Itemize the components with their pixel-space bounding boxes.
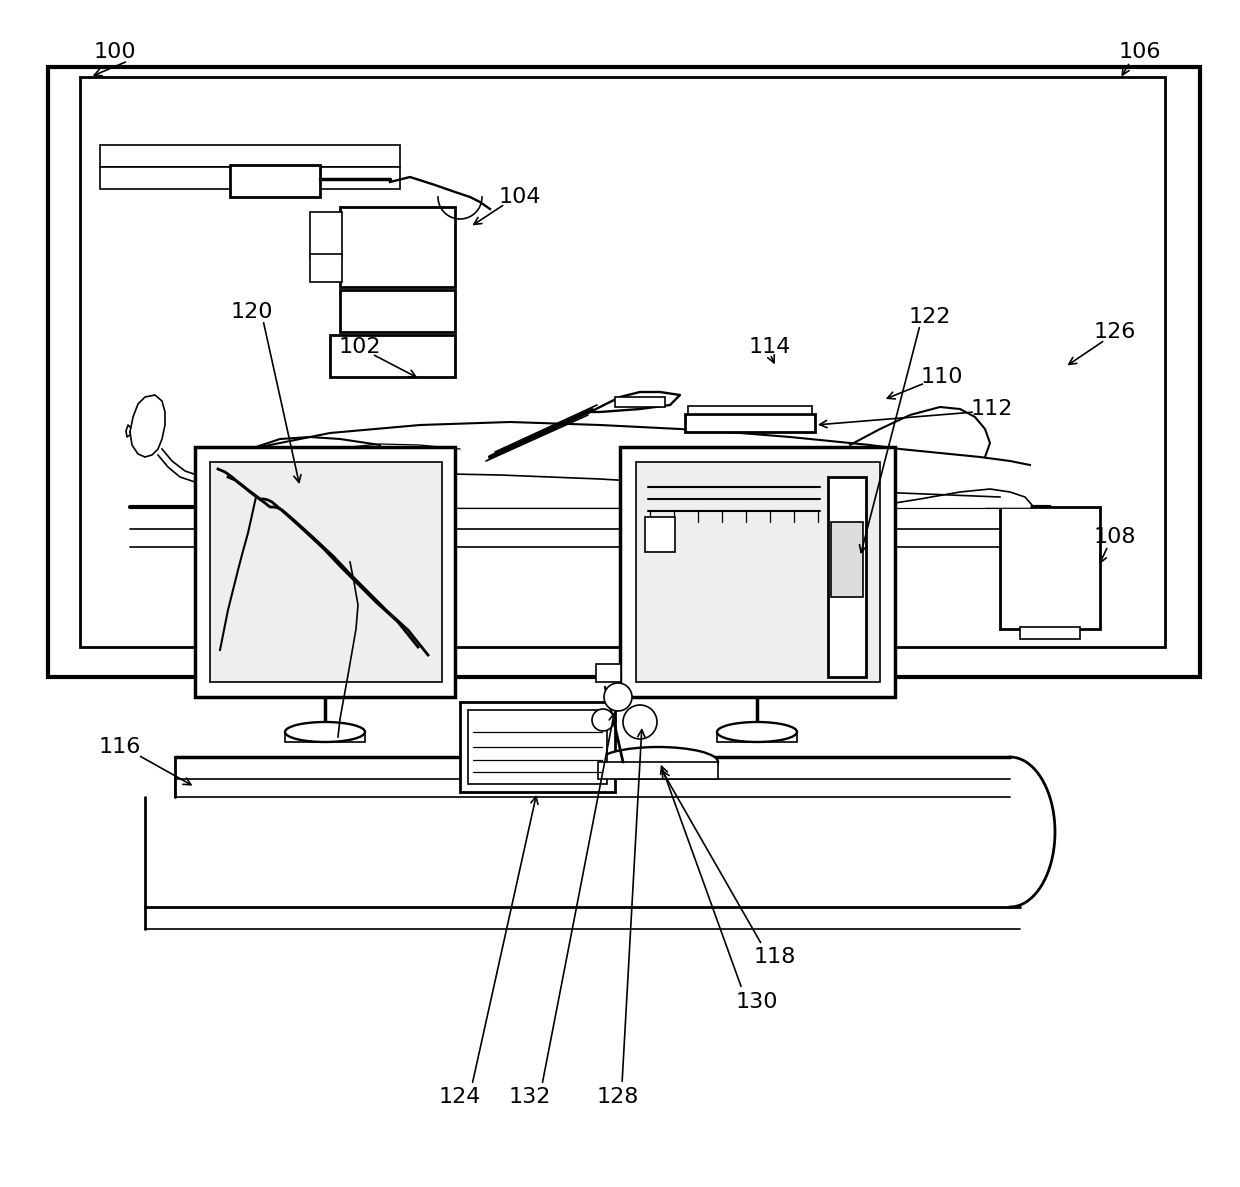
Text: 102: 102 [339, 337, 381, 357]
Text: 132: 132 [508, 1087, 552, 1107]
Bar [340, 207, 455, 287]
Text: 108: 108 [1094, 527, 1136, 547]
Circle shape [622, 705, 657, 740]
Bar [831, 522, 863, 597]
Text: 104: 104 [498, 188, 541, 207]
Bar [1021, 627, 1080, 639]
Circle shape [591, 709, 614, 731]
Bar [684, 414, 815, 432]
Bar [229, 165, 320, 197]
Bar [620, 447, 895, 697]
Text: 120: 120 [231, 301, 273, 322]
Ellipse shape [598, 747, 718, 777]
Bar [615, 396, 665, 407]
Text: 126: 126 [1094, 322, 1136, 342]
Bar [596, 664, 621, 683]
Circle shape [604, 683, 632, 711]
Bar [210, 462, 441, 683]
Text: 106: 106 [1118, 42, 1161, 62]
Bar [598, 762, 718, 779]
Text: 114: 114 [749, 337, 791, 357]
Bar [717, 732, 797, 742]
Bar [467, 710, 608, 783]
Bar [285, 732, 365, 742]
Bar [100, 145, 401, 167]
Polygon shape [195, 437, 379, 507]
Ellipse shape [285, 722, 365, 742]
Polygon shape [590, 392, 680, 412]
Bar [340, 290, 455, 332]
Ellipse shape [717, 722, 797, 742]
Bar [828, 477, 866, 677]
Bar [48, 66, 1200, 677]
Bar [688, 406, 812, 414]
Bar [310, 254, 342, 283]
Bar [81, 77, 1166, 647]
Text: 124: 124 [439, 1087, 481, 1107]
Bar [460, 702, 615, 792]
Bar [100, 167, 401, 189]
Text: 130: 130 [735, 992, 779, 1013]
Bar [195, 447, 455, 697]
Bar [330, 335, 455, 377]
Bar [999, 507, 1100, 629]
Polygon shape [200, 423, 1030, 507]
Text: 112: 112 [971, 399, 1013, 419]
Polygon shape [130, 395, 165, 457]
Text: 116: 116 [99, 737, 141, 757]
Polygon shape [849, 407, 990, 507]
Bar [645, 518, 675, 552]
Text: 100: 100 [94, 42, 136, 62]
Text: 122: 122 [909, 307, 951, 326]
Text: 110: 110 [921, 367, 963, 387]
Text: 118: 118 [754, 947, 796, 967]
Bar [636, 462, 880, 683]
Text: 128: 128 [596, 1087, 639, 1107]
Bar [310, 212, 342, 258]
